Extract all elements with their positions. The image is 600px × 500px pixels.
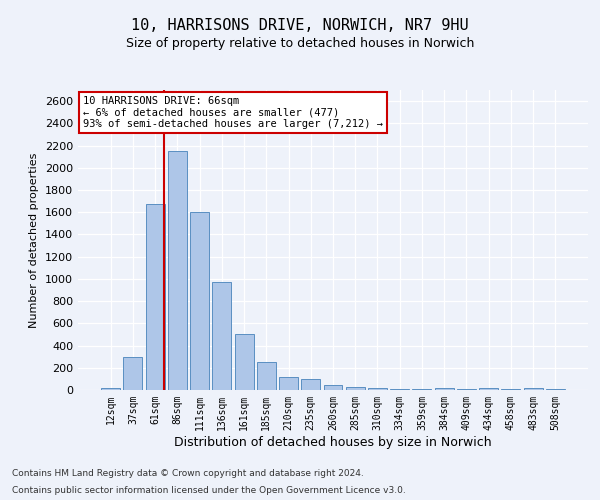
Bar: [323, 384, 343, 390]
Bar: [435, 388, 454, 390]
Bar: [301, 379, 320, 390]
Bar: [390, 389, 409, 390]
Bar: [235, 334, 254, 390]
Text: 10, HARRISONS DRIVE, NORWICH, NR7 9HU: 10, HARRISONS DRIVE, NORWICH, NR7 9HU: [131, 18, 469, 32]
Bar: [101, 388, 120, 390]
Bar: [257, 362, 276, 390]
Text: Contains HM Land Registry data © Crown copyright and database right 2024.: Contains HM Land Registry data © Crown c…: [12, 468, 364, 477]
Bar: [124, 356, 142, 390]
Bar: [212, 282, 231, 390]
Bar: [190, 212, 209, 390]
Bar: [524, 388, 542, 390]
Bar: [346, 386, 365, 390]
Bar: [168, 151, 187, 390]
Text: 10 HARRISONS DRIVE: 66sqm
← 6% of detached houses are smaller (477)
93% of semi-: 10 HARRISONS DRIVE: 66sqm ← 6% of detach…: [83, 96, 383, 129]
Bar: [368, 388, 387, 390]
Text: Contains public sector information licensed under the Open Government Licence v3: Contains public sector information licen…: [12, 486, 406, 495]
Text: Size of property relative to detached houses in Norwich: Size of property relative to detached ho…: [126, 38, 474, 51]
X-axis label: Distribution of detached houses by size in Norwich: Distribution of detached houses by size …: [174, 436, 492, 448]
Bar: [457, 389, 476, 390]
Bar: [146, 204, 164, 390]
Bar: [279, 376, 298, 390]
Y-axis label: Number of detached properties: Number of detached properties: [29, 152, 40, 328]
Bar: [479, 388, 498, 390]
Bar: [412, 389, 431, 390]
